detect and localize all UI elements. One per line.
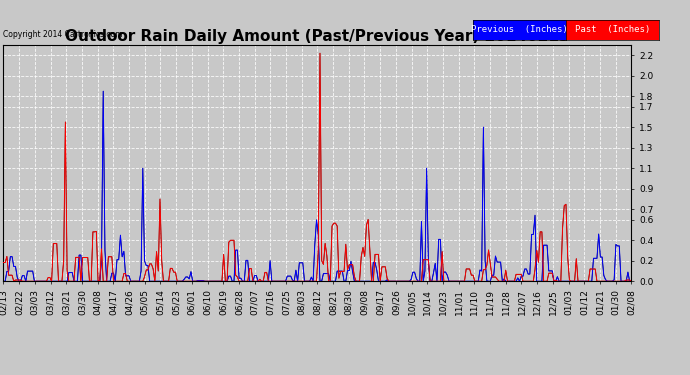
Past  (Inches) [433,279,441,284]
Previous  (Inches) [99,89,108,93]
Past  (Inches) [108,255,116,259]
Previous  (Inches) [108,271,116,276]
Previous  (Inches) [130,279,138,284]
Title: Outdoor Rain Daily Amount (Past/Previous Year) 20140213: Outdoor Rain Daily Amount (Past/Previous… [65,29,570,44]
Past  (Inches) [467,273,475,278]
Previous  (Inches) [0,279,8,284]
Previous  (Inches) [431,261,440,266]
Past  (Inches) [63,269,71,273]
Past  (Inches) [342,242,350,246]
Text: Copyright 2014 Cartronics.com: Copyright 2014 Cartronics.com [3,30,123,39]
Text: Past  (Inches): Past (Inches) [575,26,650,34]
Past  (Inches) [10,279,18,284]
Past  (Inches) [0,260,8,265]
Text: Previous  (Inches): Previous (Inches) [471,26,568,34]
Past  (Inches) [130,279,138,284]
Past  (Inches) [627,279,635,284]
Previous  (Inches) [627,279,635,284]
Previous  (Inches) [466,279,474,284]
Line: Past  (Inches): Past (Inches) [3,53,631,281]
Line: Previous  (Inches): Previous (Inches) [3,91,631,281]
Previous  (Inches) [61,279,70,284]
Past  (Inches) [316,51,324,56]
Previous  (Inches) [340,279,348,284]
